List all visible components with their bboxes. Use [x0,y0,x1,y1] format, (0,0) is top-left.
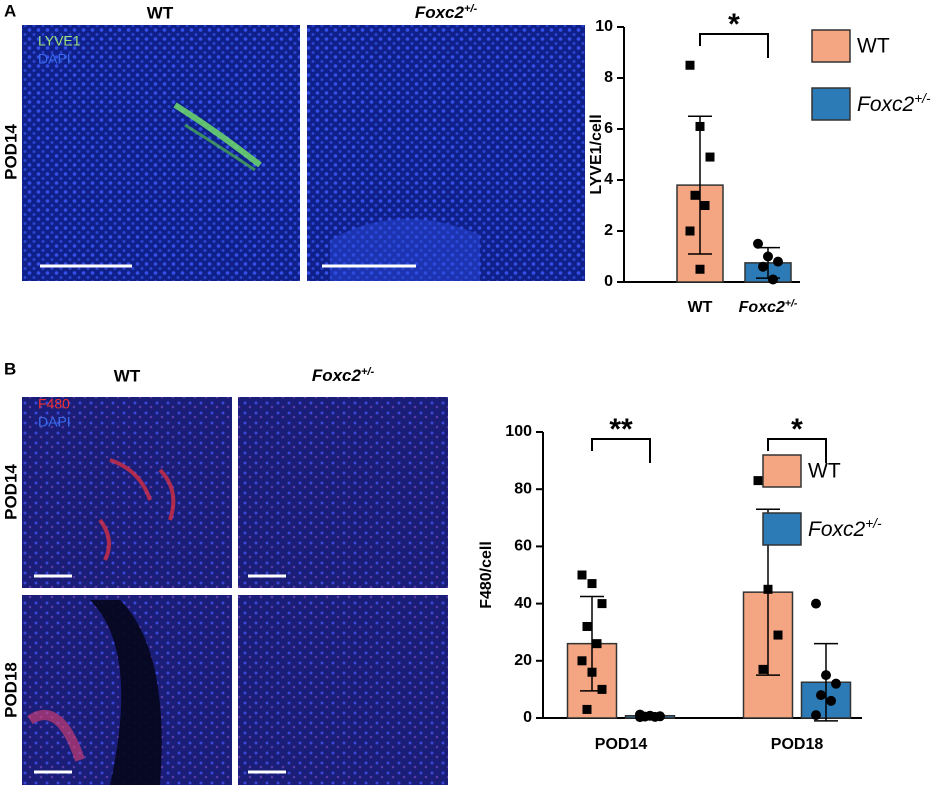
panel-label: A [4,1,16,20]
data-point [597,599,607,609]
stain-label: F480 [38,396,70,412]
data-point [685,60,695,70]
data-point [700,201,710,210]
micrograph [307,25,585,281]
data-point [587,667,597,677]
data-point [650,711,660,722]
y-tick-label: 100 [505,423,532,440]
panel-label: B [4,359,16,378]
column-label: WT [114,366,141,385]
row-label: POD14 [1,124,20,180]
y-tick-label: 0 [523,709,532,726]
column-label: WT [147,3,174,22]
data-point [811,710,821,721]
stain-label: DAPI [38,51,71,67]
significance-bracket [591,438,651,463]
data-point [635,712,645,723]
data-point [753,238,763,249]
data-point [826,695,836,706]
micrograph [238,397,448,588]
y-tick-label: 80 [514,480,532,497]
data-point [592,639,602,649]
data-point [773,256,783,267]
data-point [577,656,587,666]
data-point [587,579,597,589]
y-axis-label: F480/cell [478,541,495,609]
data-point [763,584,773,594]
y-tick-label: 60 [514,538,532,555]
legend-label: WT [857,35,890,58]
data-point [690,190,700,200]
significance-bracket [699,33,769,58]
data-point [816,690,826,701]
data-point [821,670,831,681]
x-tick-label: POD14 [595,736,648,753]
data-point [753,476,763,486]
significance-label: * [791,413,803,446]
data-point [582,704,592,714]
legend-label: Foxc2+/- [808,515,882,540]
micrograph [22,595,232,785]
legend-label: Foxc2+/- [857,90,931,115]
data-point [831,678,841,689]
data-point [768,274,778,285]
x-tick-label: WT [688,299,713,316]
data-point [597,684,607,694]
y-tick-label: 2 [604,222,613,239]
data-point [695,264,705,274]
x-tick-label: POD18 [771,736,824,753]
data-point [685,226,695,236]
stain-label: DAPI [38,414,71,430]
x-tick-label: Foxc2+/- [739,298,798,316]
y-tick-label: 20 [514,652,532,669]
legend-swatch [762,454,802,488]
error-bar [688,115,712,255]
y-tick-label: 0 [604,273,613,290]
y-tick-label: 6 [604,120,613,137]
legend-label: WT [808,460,841,483]
data-point [758,664,768,674]
data-point [811,598,821,609]
y-axis-label: LYVE1/cell [588,114,605,194]
micrograph [238,595,448,785]
significance-label: * [728,8,740,41]
data-point [705,152,715,162]
legend-swatch [762,512,802,546]
y-tick-label: 10 [595,18,613,35]
data-point [773,630,783,640]
y-tick-label: 8 [604,69,613,86]
significance-bracket [767,438,827,463]
column-label: Foxc2+/- [415,3,478,23]
y-tick-label: 4 [604,171,613,188]
row-label: POD18 [1,662,20,718]
legend-swatch [811,29,851,63]
data-point [758,261,768,272]
micrograph [22,25,300,281]
column-label: Foxc2+/- [312,366,375,386]
significance-label: ** [609,413,633,446]
row-label: POD14 [1,464,20,520]
data-point [577,570,587,580]
legend-swatch [811,87,851,121]
error-bar [814,642,838,722]
data-point [695,121,705,131]
data-point [763,251,773,262]
data-point [582,621,592,631]
micrograph [22,397,232,588]
stain-label: LYVE1 [38,33,81,49]
y-tick-label: 40 [514,595,532,612]
